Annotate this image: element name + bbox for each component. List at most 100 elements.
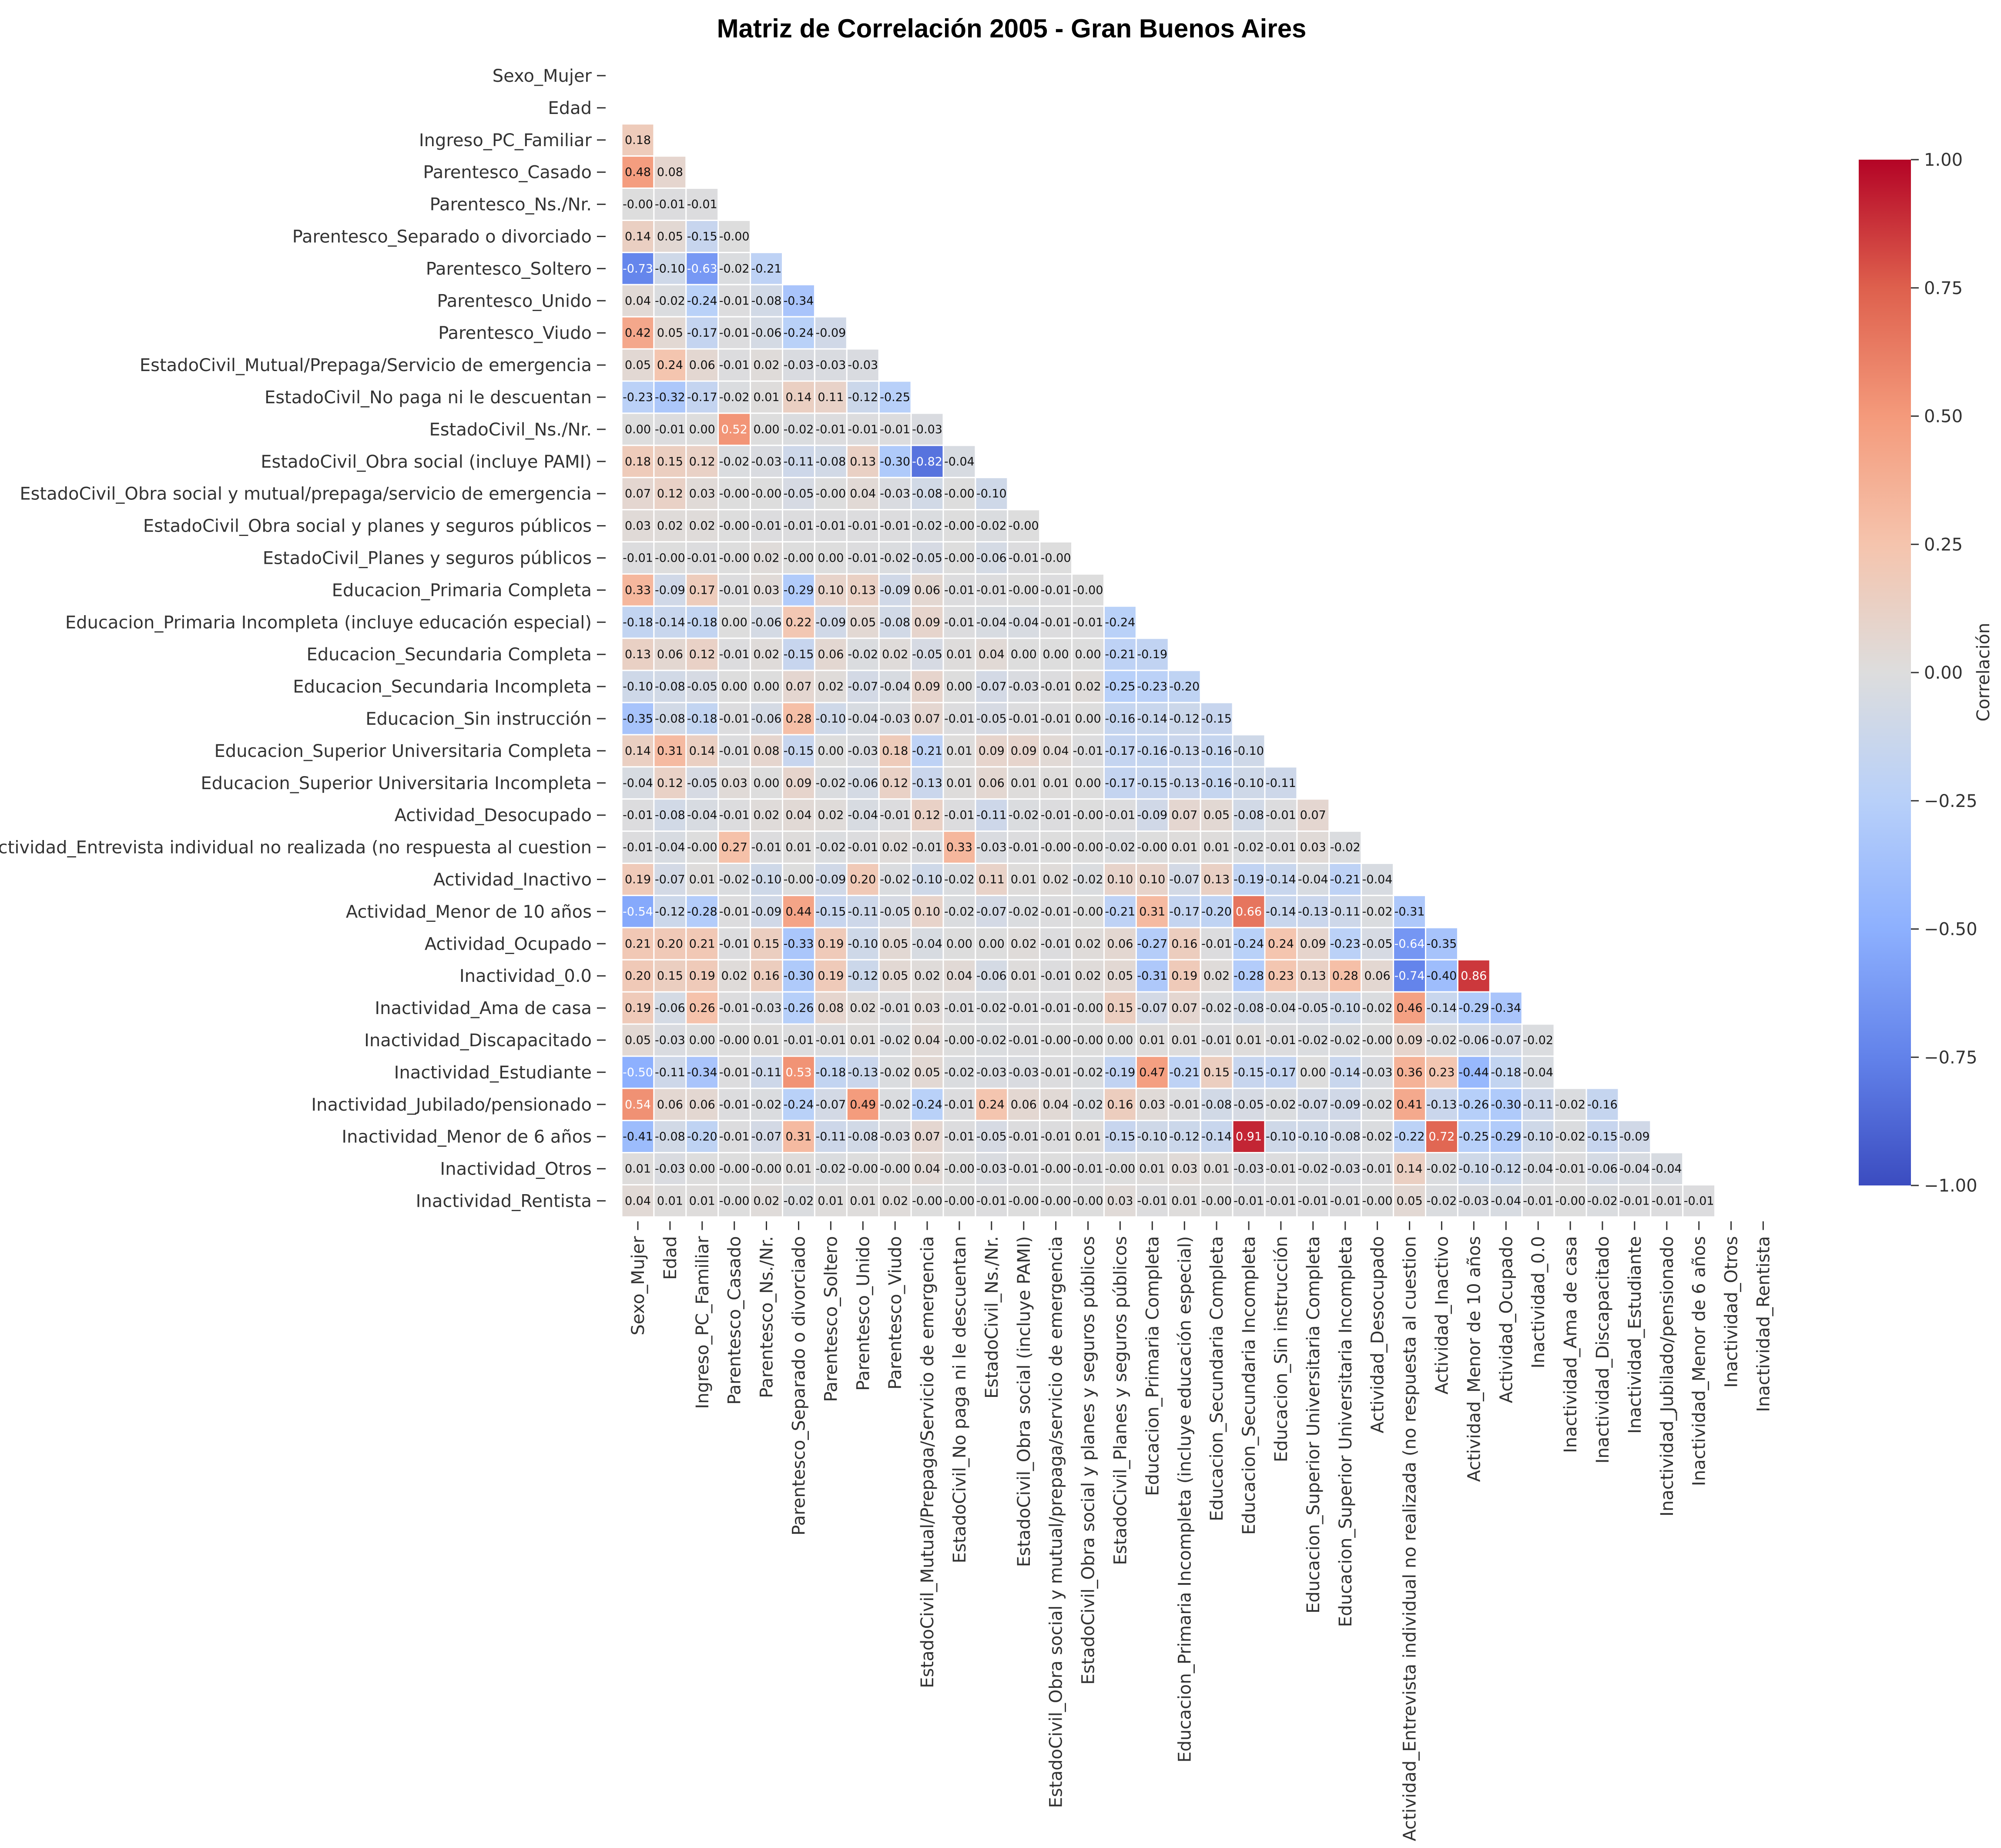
heatmap-cell xyxy=(846,702,880,736)
heatmap-cell xyxy=(685,187,719,221)
cell-value-label: -0.00 xyxy=(944,1034,975,1047)
cell-value-label: 0.00 xyxy=(753,777,779,790)
cell-value-label: -0.10 xyxy=(1266,1130,1296,1144)
heatmap-cell xyxy=(685,348,719,382)
cell-value-label: 0.01 xyxy=(1011,969,1037,983)
heatmap-cell xyxy=(1296,830,1330,864)
heatmap-cell xyxy=(910,830,944,864)
cell-value-label: -0.04 xyxy=(655,841,685,854)
heatmap-cell xyxy=(910,1055,944,1089)
cell-value-label: -0.17 xyxy=(1169,905,1200,918)
cell-value-label: -0.02 xyxy=(655,294,685,308)
heatmap-cell xyxy=(750,702,783,736)
cell-value-label: -0.01 xyxy=(944,616,975,629)
heatmap-cell xyxy=(717,251,751,285)
heatmap-cell xyxy=(846,412,880,446)
heatmap-cell xyxy=(1361,959,1394,993)
heatmap-cell xyxy=(782,412,815,446)
x-tick-label: EstadoCivil_Obra social (incluye PAMI) xyxy=(1014,1236,1034,1567)
heatmap-cell xyxy=(750,798,783,832)
cell-value-label: -0.18 xyxy=(623,616,653,629)
cell-value-label: -0.01 xyxy=(1266,1162,1296,1176)
heatmap-cell xyxy=(846,766,880,800)
heatmap-cell xyxy=(942,1120,976,1154)
cell-value-label: -0.09 xyxy=(655,583,685,597)
cell-value-label: 0.03 xyxy=(689,487,715,501)
cell-value-label: -0.00 xyxy=(944,552,975,565)
cell-value-label: 0.14 xyxy=(625,230,651,244)
heatmap-cell xyxy=(942,509,976,542)
x-tick-label: Actividad_Menor de 10 años xyxy=(1464,1236,1484,1482)
heatmap-cell xyxy=(942,637,976,671)
heatmap-cell xyxy=(1007,1088,1041,1122)
heatmap-cell xyxy=(1103,1023,1137,1057)
cell-value-label: 0.01 xyxy=(1139,1162,1165,1176)
cell-value-label: -0.08 xyxy=(1330,1130,1361,1144)
cell-value-label: 0.41 xyxy=(1397,1098,1423,1111)
heatmap-cell xyxy=(814,734,848,768)
heatmap-cell xyxy=(942,702,976,736)
cell-value-label: -0.01 xyxy=(1684,1194,1714,1208)
heatmap-cell xyxy=(1489,1120,1523,1154)
heatmap-cell xyxy=(910,1023,944,1057)
cell-value-label: 0.03 xyxy=(625,519,651,533)
cell-value-label: -0.40 xyxy=(1426,969,1457,983)
cell-value-label: -0.07 xyxy=(976,680,1007,693)
cell-value-label: 0.13 xyxy=(850,455,876,469)
cell-value-label: -0.02 xyxy=(1587,1194,1618,1208)
cell-value-label: 0.01 xyxy=(1171,841,1197,854)
cell-value-label: 0.52 xyxy=(721,423,747,436)
cell-value-label: -0.00 xyxy=(1073,905,1103,918)
cell-value-label: -0.30 xyxy=(784,969,814,983)
cell-value-label: 0.00 xyxy=(1043,648,1069,661)
cell-value-label: -0.01 xyxy=(784,519,814,533)
cell-value-label: -0.06 xyxy=(1458,1034,1489,1047)
cell-value-label: -0.01 xyxy=(1266,1034,1296,1047)
cell-value-label: 0.00 xyxy=(946,680,972,693)
cell-value-label: -0.02 xyxy=(815,1162,846,1176)
heatmap-cell xyxy=(1457,1055,1491,1089)
cell-value-label: 0.15 xyxy=(753,937,779,951)
heatmap-cell xyxy=(975,541,1009,575)
cell-value-label: -0.15 xyxy=(784,648,814,661)
cell-value-label: 0.02 xyxy=(753,648,779,661)
cell-value-label: -0.19 xyxy=(1233,873,1264,887)
cell-value-label: 0.05 xyxy=(657,230,683,244)
heatmap-cell xyxy=(1167,1088,1201,1122)
cell-value-label: -0.20 xyxy=(1169,680,1200,693)
cell-value-label: -0.24 xyxy=(687,294,717,308)
cell-value-label: -0.11 xyxy=(1523,1098,1553,1111)
x-tick-label: Actividad_Inactivo xyxy=(1432,1236,1452,1394)
cell-value-label: -0.01 xyxy=(1073,744,1103,758)
heatmap-cell xyxy=(975,605,1009,639)
heatmap-cell xyxy=(814,541,848,575)
cell-value-label: -0.04 xyxy=(848,809,878,822)
cell-value-label: -0.03 xyxy=(1458,1194,1489,1208)
cell-value-label: -0.21 xyxy=(751,262,782,275)
heatmap-cell xyxy=(1393,1120,1427,1154)
heatmap-cell xyxy=(1071,766,1105,800)
heatmap-cell xyxy=(782,1023,815,1057)
heatmap-cell xyxy=(846,477,880,511)
cell-value-label: 0.09 xyxy=(1300,937,1326,951)
cell-value-label: -0.01 xyxy=(719,648,750,661)
colorbar-tick-label: −0.25 xyxy=(1924,791,1978,811)
cell-value-label: -0.00 xyxy=(912,1194,942,1208)
heatmap-cell xyxy=(1167,991,1201,1025)
heatmap-cell xyxy=(1296,894,1330,928)
cell-value-label: -0.03 xyxy=(1330,1162,1361,1176)
cell-value-label: -0.09 xyxy=(815,616,846,629)
heatmap-cell xyxy=(1039,637,1073,671)
cell-value-label: 0.02 xyxy=(882,841,908,854)
cell-value-label: -0.01 xyxy=(1009,1130,1039,1144)
colorbar-ticks: 1.00 0.75 0.50 0.25 0.00 −0.25 −0.50 −0.75 −1.00 xyxy=(1911,150,1978,1196)
heatmap-cell xyxy=(975,1120,1009,1154)
heatmap-cell xyxy=(782,1120,815,1154)
cell-value-label: 0.10 xyxy=(1107,873,1133,887)
cell-value-label: -0.02 xyxy=(1362,1130,1393,1144)
cell-value-label: -0.07 xyxy=(815,1098,846,1111)
cell-value-label: 0.46 xyxy=(1397,1001,1423,1015)
cell-value-label: -0.04 xyxy=(623,777,653,790)
cell-value-label: 0.15 xyxy=(657,455,683,469)
